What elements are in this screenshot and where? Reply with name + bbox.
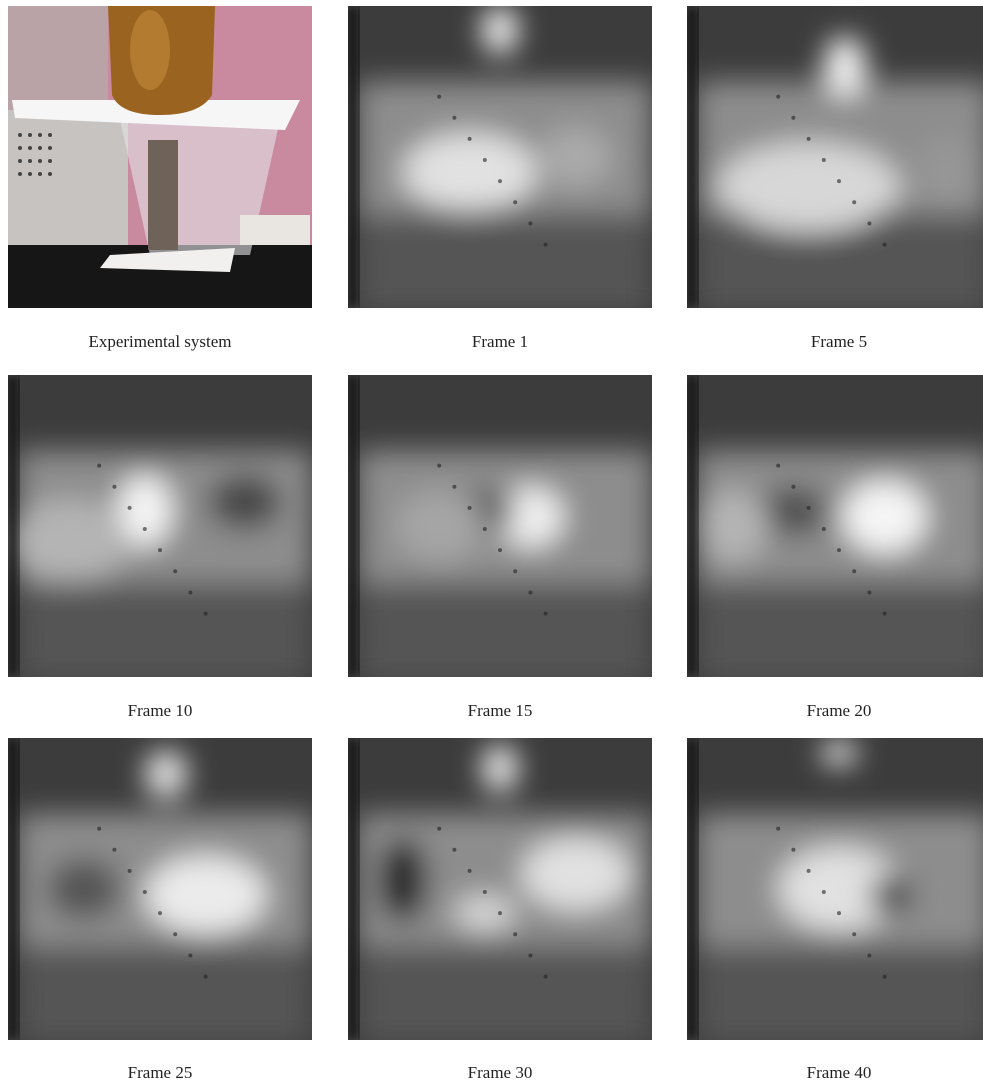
caption: Frame 25 bbox=[128, 1063, 193, 1082]
caption: Frame 1 bbox=[472, 332, 528, 351]
frame-image bbox=[687, 375, 983, 677]
frame-image bbox=[8, 738, 312, 1040]
frame-image bbox=[348, 6, 652, 308]
photo bbox=[8, 6, 312, 308]
frame-image bbox=[687, 6, 983, 308]
caption: Experimental system bbox=[88, 332, 231, 351]
caption: Frame 20 bbox=[807, 701, 872, 720]
caption: Frame 30 bbox=[468, 1063, 533, 1082]
frame-image bbox=[687, 738, 983, 1040]
frame-image bbox=[348, 738, 652, 1040]
caption: Frame 15 bbox=[468, 701, 533, 720]
caption: Frame 5 bbox=[811, 332, 867, 351]
frame-image bbox=[348, 375, 652, 677]
caption: Frame 40 bbox=[807, 1063, 872, 1082]
frame-image bbox=[8, 375, 312, 677]
caption: Frame 10 bbox=[128, 701, 193, 720]
